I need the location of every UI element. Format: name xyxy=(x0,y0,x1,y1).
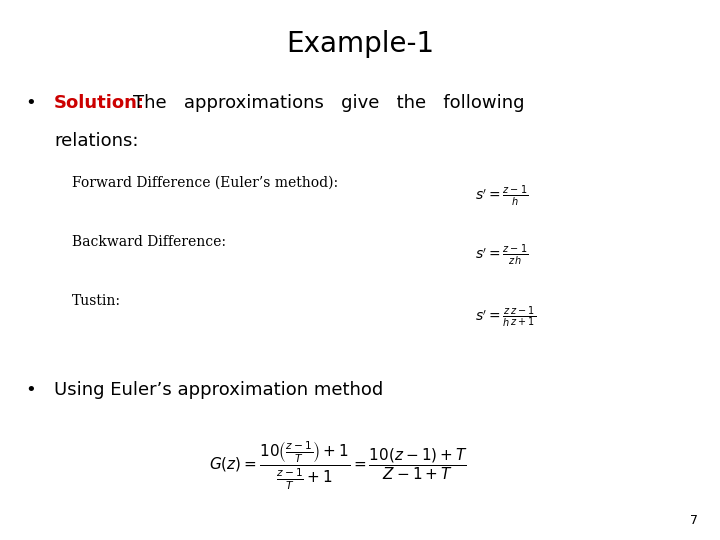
Text: •: • xyxy=(25,381,36,399)
Text: Tustin:: Tustin: xyxy=(72,294,121,308)
Text: Solution:: Solution: xyxy=(54,94,145,112)
Text: relations:: relations: xyxy=(54,132,138,150)
Text: $s' = \frac{z}{h}\frac{z-1}{z+1}$: $s' = \frac{z}{h}\frac{z-1}{z+1}$ xyxy=(475,305,536,330)
Text: $s' = \frac{z-1}{h}$: $s' = \frac{z-1}{h}$ xyxy=(475,184,528,208)
Text: Using Euler’s approximation method: Using Euler’s approximation method xyxy=(54,381,383,399)
Text: $G(z) = \dfrac{10\left(\frac{z-1}{T}\right)+1}{\frac{z-1}{T}+1} = \dfrac{10(z-1): $G(z) = \dfrac{10\left(\frac{z-1}{T}\rig… xyxy=(209,440,467,492)
Text: 7: 7 xyxy=(690,514,698,526)
Text: Example-1: Example-1 xyxy=(286,30,434,58)
Text: The   approximations   give   the   following: The approximations give the following xyxy=(133,94,525,112)
Text: •: • xyxy=(25,94,36,112)
Text: Forward Difference (Euler’s method):: Forward Difference (Euler’s method): xyxy=(72,176,338,190)
Text: $s' = \frac{z-1}{zh}$: $s' = \frac{z-1}{zh}$ xyxy=(475,243,528,268)
Text: Backward Difference:: Backward Difference: xyxy=(72,235,226,249)
